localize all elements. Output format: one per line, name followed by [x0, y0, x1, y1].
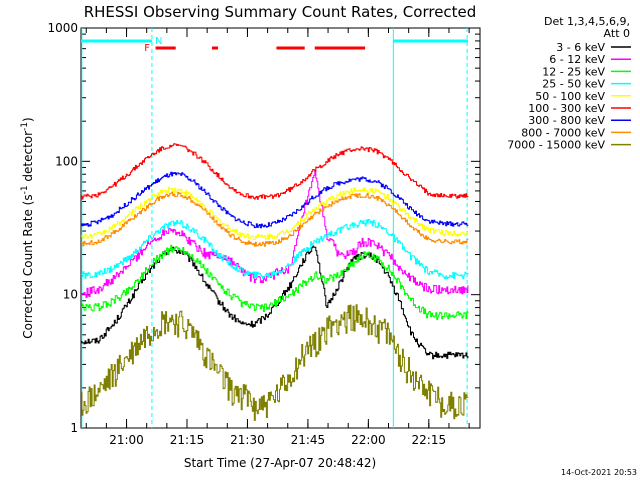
chart-title: RHESSI Observing Summary Count Rates, Co…	[84, 3, 477, 21]
legend-label-12-25-kev: 12 - 25 keV	[542, 65, 605, 78]
x-tick-label: 21:15	[170, 433, 205, 447]
legend-label-6-12-kev: 6 - 12 keV	[549, 53, 605, 66]
footer-date: 14-Oct-2021 20:53	[561, 468, 637, 477]
series-line-300-800-kev	[81, 171, 469, 229]
legend-header-detectors: Det 1,3,4,5,6,9,	[544, 15, 630, 28]
x-tick-label: 21:30	[230, 433, 265, 447]
x-axis-label: Start Time (27-Apr-07 20:48:42)	[184, 456, 376, 470]
x-tick-label: 21:45	[291, 433, 326, 447]
legend-label-3-6-kev: 3 - 6 keV	[556, 41, 605, 54]
series-line-100-300-kev	[81, 143, 469, 200]
y-axis-label: Corrected Count Rate (s-1 detector-1)	[20, 117, 35, 338]
legend-label-25-50-kev: 25 - 50 keV	[542, 78, 605, 91]
legend-header-attenuator: Att 0	[604, 27, 630, 40]
series-line-12-25-kev	[81, 244, 469, 320]
y-axis-label-sup1: -1	[20, 185, 30, 194]
series-line-3-6-kev	[81, 245, 469, 360]
legend-label-50-100-kev: 50 - 100 keV	[535, 90, 605, 103]
x-tick-label: 22:15	[412, 433, 447, 447]
y-axis-label-sup2: -1	[20, 122, 30, 131]
y-axis-label-main: Corrected Count Rate (s	[21, 194, 35, 338]
plot-area: 1 10 100 1000 21:00 21:15 21:30 21:45 22:00 22:15…	[47, 21, 481, 447]
flag-label-f: F	[144, 43, 150, 54]
plot-frame	[80, 27, 481, 429]
legend-label-800-7000-kev: 800 - 7000 keV	[521, 126, 605, 139]
series-line-7000-15000-kev	[81, 304, 469, 421]
series-line-50-100-kev	[81, 186, 469, 240]
x-tick-label: 21:00	[109, 433, 144, 447]
y-tick-label: 100	[55, 154, 78, 168]
flag-label-n: N	[155, 36, 162, 47]
y-axis-label-end: )	[21, 117, 35, 122]
y-tick-label: 1000	[47, 21, 78, 35]
legend-label-300-800-kev: 300 - 800 keV	[528, 114, 605, 127]
legend-label-7000-15000-kev: 7000 - 15000 keV	[507, 139, 605, 152]
y-tick-label: 10	[63, 288, 78, 302]
y-axis-label-mid: detector	[21, 131, 35, 186]
series-line-800-7000-kev	[81, 191, 469, 247]
series-line-25-50-kev	[81, 219, 469, 280]
x-tick-label: 22:00	[351, 433, 386, 447]
y-tick-label: 1	[70, 421, 78, 435]
legend-label-100-300-kev: 100 - 300 keV	[528, 102, 605, 115]
